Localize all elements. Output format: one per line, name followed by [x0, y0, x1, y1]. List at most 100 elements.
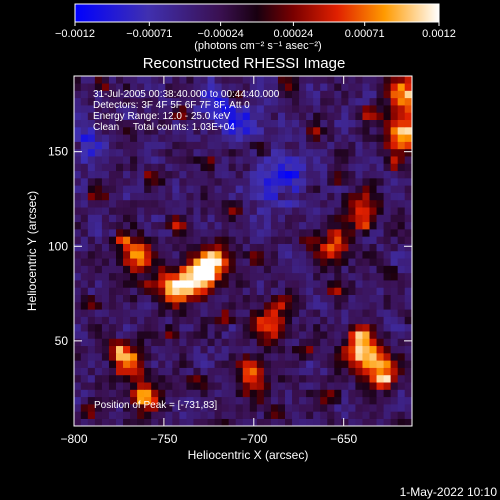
heatmap-cell: [151, 104, 159, 113]
heatmap-cell: [172, 418, 180, 426]
heatmap-cell: [74, 360, 82, 368]
heatmap-cell: [292, 330, 300, 339]
heatmap-cell: [348, 411, 356, 419]
heatmap-cell: [193, 272, 201, 281]
heatmap-cell: [263, 119, 272, 128]
heatmap-cell: [214, 155, 223, 164]
heatmap-cell: [116, 403, 124, 412]
heatmap-cell: [348, 345, 356, 354]
heatmap-cell: [348, 309, 356, 317]
heatmap-cell: [123, 214, 131, 223]
heatmap-cell: [151, 330, 159, 339]
heatmap-cell: [165, 104, 173, 113]
heatmap-cell: [214, 90, 223, 99]
heatmap-cell: [116, 287, 124, 295]
heatmap-cell: [376, 294, 385, 303]
heatmap-cell: [228, 411, 237, 419]
heatmap-cell: [249, 367, 258, 376]
heatmap-cell: [299, 389, 307, 398]
heatmap-cell: [277, 330, 286, 339]
heatmap-cell: [94, 250, 103, 259]
heatmap-cell: [306, 141, 314, 150]
heatmap-cell: [313, 250, 321, 259]
heatmap-cell: [151, 97, 159, 106]
heatmap-cell: [277, 90, 286, 99]
heatmap-cell: [144, 177, 152, 186]
heatmap-cell: [320, 170, 328, 179]
heatmap-cell: [285, 112, 293, 120]
heatmap-cell: [397, 338, 406, 347]
heatmap-cell: [306, 199, 314, 208]
heatmap-cell: [228, 301, 237, 310]
heatmap-cell: [263, 411, 272, 419]
heatmap-cell: [242, 199, 251, 208]
heatmap-cell: [116, 199, 124, 208]
heatmap-cell: [137, 134, 145, 142]
heatmap-cell: [320, 199, 328, 208]
heatmap-cell: [158, 382, 166, 390]
heatmap-cell: [334, 76, 342, 84]
heatmap-cell: [242, 228, 251, 237]
heatmap-cell: [158, 199, 166, 208]
heatmap-cell: [320, 76, 328, 84]
heatmap-cell: [200, 236, 209, 244]
heatmap-cell: [214, 207, 223, 215]
heatmap-cell: [270, 301, 279, 310]
heatmap-cell: [130, 236, 138, 244]
heatmap-cell: [292, 323, 300, 332]
heatmap-cell: [299, 83, 307, 91]
heatmap-cell: [341, 243, 349, 252]
heatmap-cell: [376, 112, 385, 120]
heatmap-cell: [101, 119, 110, 128]
heatmap-cell: [221, 126, 230, 135]
heatmap-cell: [179, 163, 187, 172]
heatmap-cell: [74, 309, 82, 317]
heatmap-cell: [144, 338, 152, 347]
heatmap-cell: [320, 243, 328, 252]
heatmap-cell: [313, 104, 321, 113]
heatmap-cell: [179, 112, 187, 120]
heatmap-cell: [94, 83, 103, 91]
heatmap-cell: [390, 367, 399, 376]
heatmap-cell: [137, 112, 145, 120]
heatmap-cell: [242, 126, 251, 135]
heatmap-cell: [144, 185, 152, 193]
heatmap-cell: [306, 389, 314, 398]
heatmap-cell: [80, 272, 89, 281]
heatmap-cell: [130, 418, 138, 426]
heatmap-cell: [270, 148, 279, 157]
heatmap-cell: [313, 134, 321, 142]
heatmap-cell: [355, 90, 363, 99]
heatmap-cell: [221, 345, 230, 354]
heatmap-cell: [383, 228, 392, 237]
heatmap-cell: [313, 272, 321, 281]
heatmap-cell: [383, 287, 392, 295]
heatmap-cell: [369, 309, 378, 317]
heatmap-cell: [101, 112, 110, 120]
heatmap-cell: [285, 411, 293, 419]
heatmap-cell: [348, 221, 356, 230]
heatmap-cell: [87, 265, 96, 274]
heatmap-cell: [355, 403, 363, 412]
heatmap-cell: [94, 112, 103, 120]
heatmap-cell: [186, 192, 194, 201]
heatmap-cell: [108, 382, 117, 390]
heatmap-cell: [285, 258, 293, 266]
heatmap-cell: [376, 403, 385, 412]
heatmap-cell: [144, 134, 152, 142]
heatmap-cell: [193, 323, 201, 332]
heatmap-cell: [404, 382, 412, 390]
heatmap-cell: [165, 214, 173, 223]
heatmap-cell: [313, 112, 321, 120]
heatmap-cell: [158, 97, 166, 106]
heatmap-cell: [87, 207, 96, 215]
heatmap-cell: [292, 360, 300, 368]
heatmap-cell: [186, 126, 194, 135]
heatmap-cell: [334, 170, 342, 179]
heatmap-cell: [87, 411, 96, 419]
heatmap-cell: [390, 163, 399, 172]
heatmap-cell: [334, 228, 342, 237]
heatmap-cell: [355, 374, 363, 383]
heatmap-cell: [327, 192, 335, 201]
heatmap-cell: [172, 76, 180, 84]
